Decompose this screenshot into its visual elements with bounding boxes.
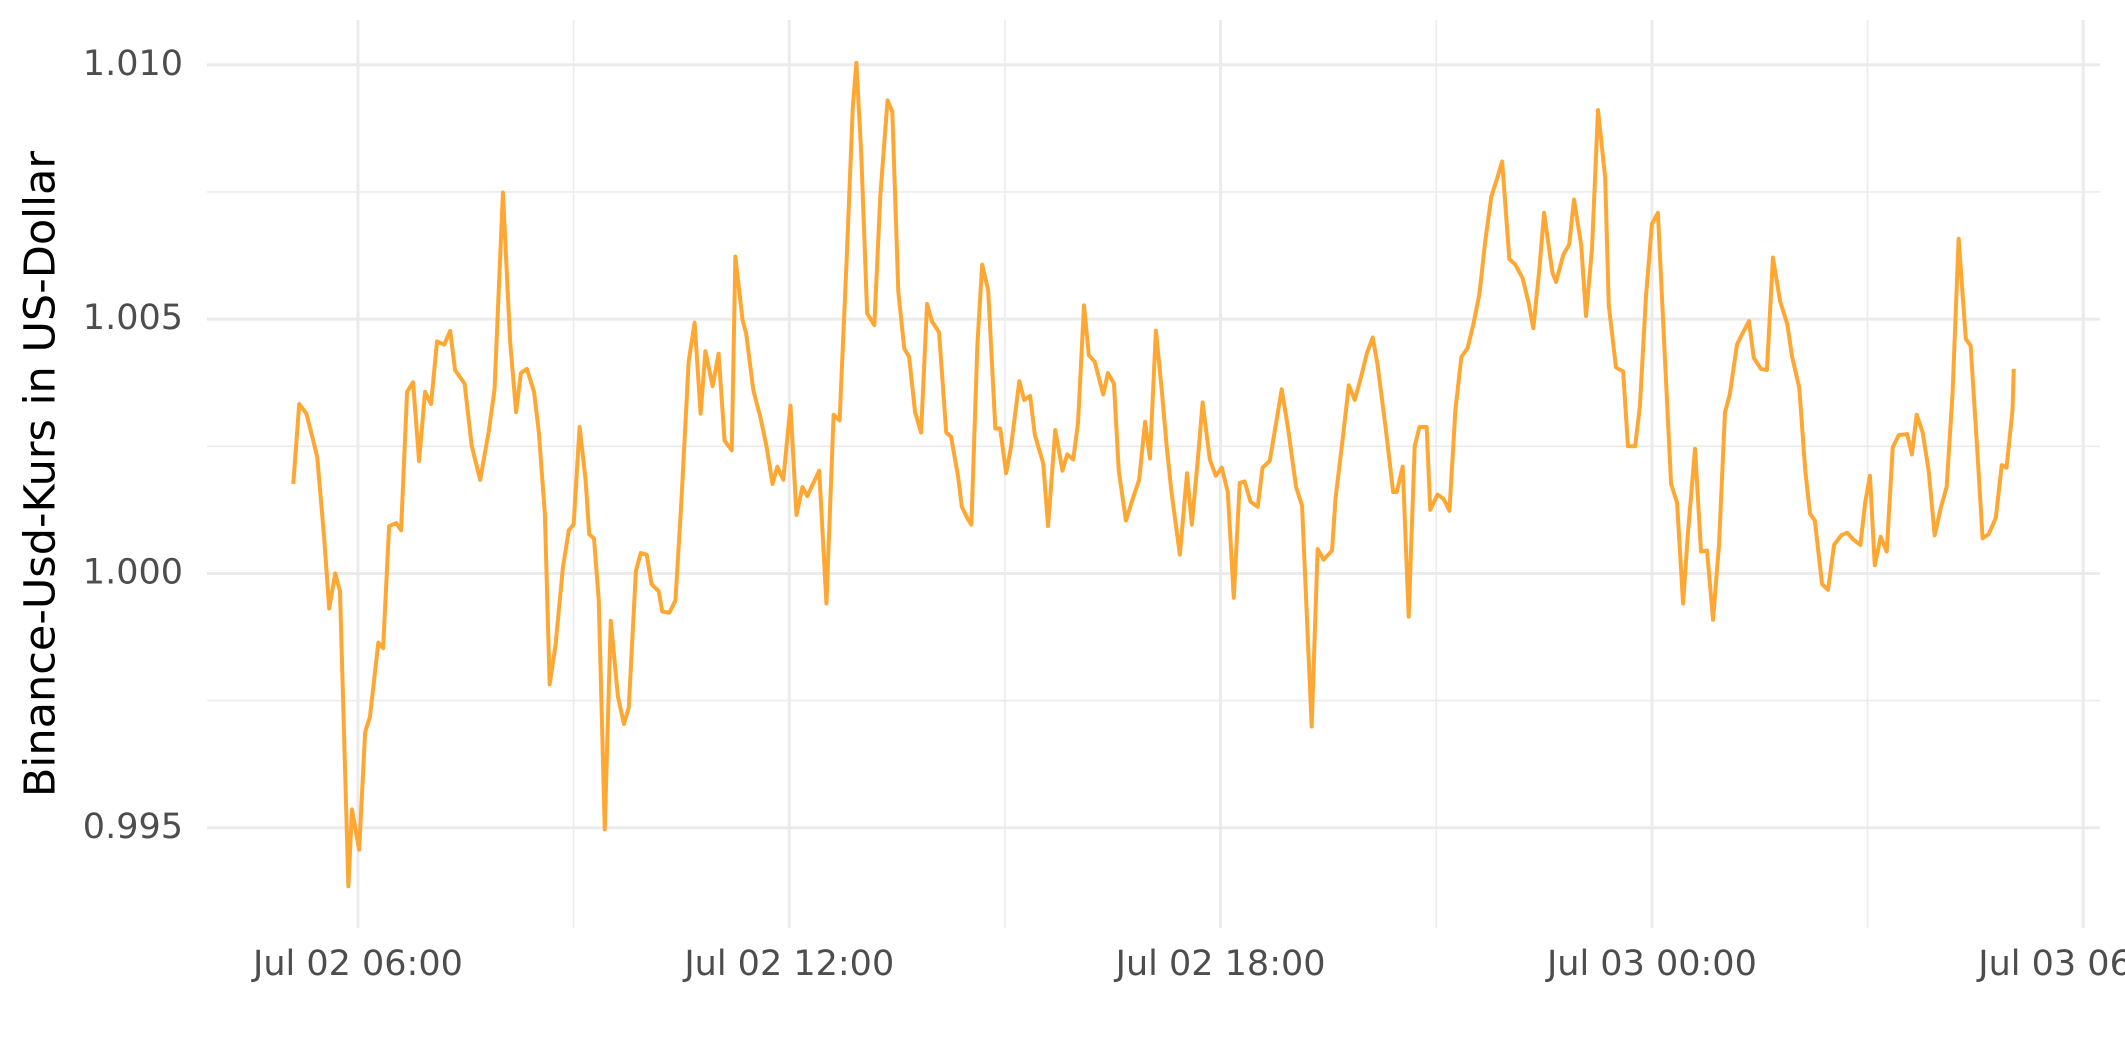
y-tick-label: 1.000 [83,552,183,592]
y-tick-label: 1.010 [83,44,183,84]
y-tick-label: 1.005 [83,298,183,338]
x-tick-label: Jul 02 12:00 [682,944,894,984]
x-tick-label: Jul 02 18:00 [1114,944,1326,984]
x-tick-label: Jul 02 06:00 [251,944,463,984]
x-tick-label: Jul 03 00:00 [1545,944,1757,984]
y-axis-title: Binance-Usd-Kurs in US-Dollar [16,151,66,797]
price-line [291,60,2016,889]
x-tick-label: Jul 03 06:00 [1976,944,2125,984]
y-tick-label: 0.995 [83,807,183,847]
